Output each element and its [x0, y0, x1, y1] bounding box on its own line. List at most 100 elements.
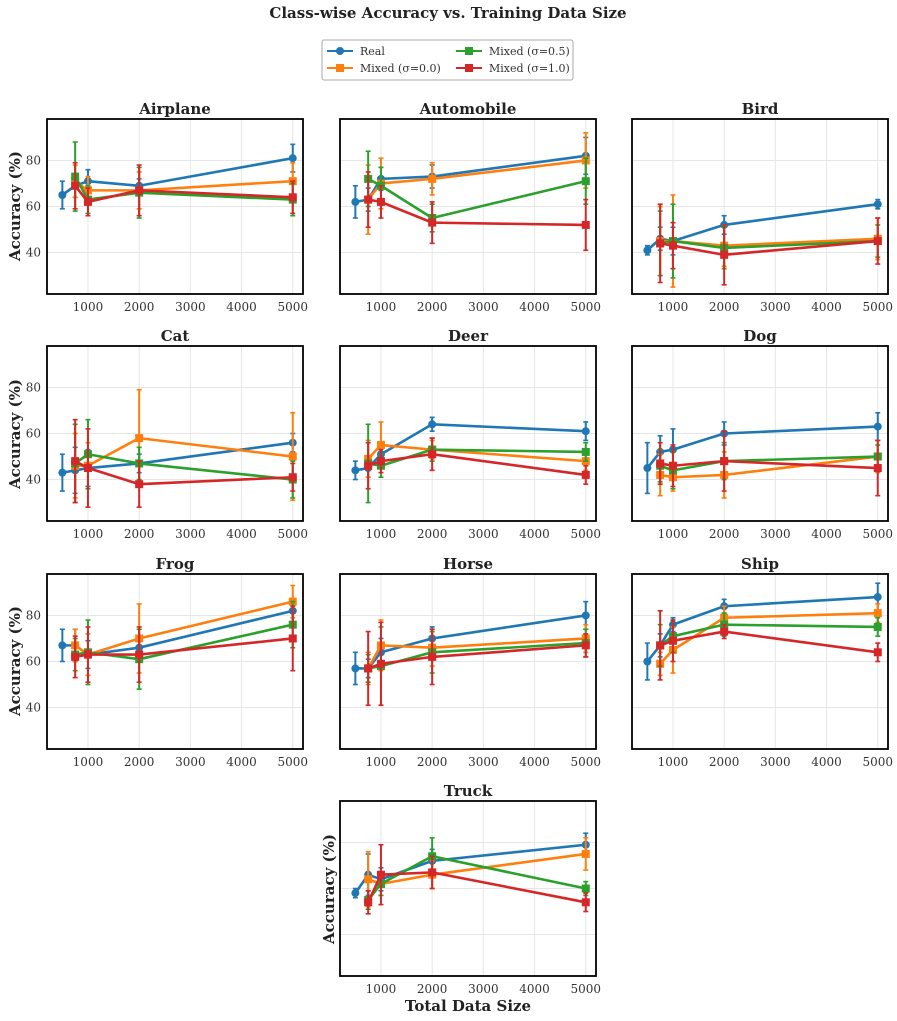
- data-point: [720, 250, 729, 259]
- legend-marker-real: [336, 47, 344, 55]
- series-mixed-0-0: [71, 388, 297, 502]
- data-point: [364, 664, 373, 673]
- series-mixed-1-0: [71, 418, 297, 508]
- x-tick-label: 4000: [226, 755, 257, 769]
- series-line: [659, 459, 878, 470]
- y-tick-label: 40: [26, 246, 41, 260]
- panel-frame: [631, 573, 889, 750]
- data-point: [288, 154, 297, 163]
- data-point: [58, 641, 67, 650]
- y-tick-label: 60: [26, 427, 41, 441]
- data-point: [581, 884, 590, 893]
- data-point: [376, 659, 385, 668]
- series-real: [351, 136, 590, 219]
- series-line: [74, 452, 293, 481]
- panel-title: Frog: [156, 555, 195, 573]
- data-point: [428, 174, 437, 183]
- panel-truck: Truck 1000 2000 3000 4000 5000: [339, 782, 601, 996]
- data-point: [656, 239, 665, 248]
- x-tick-label: 3000: [175, 527, 206, 541]
- data-point: [135, 434, 144, 443]
- data-point: [720, 457, 729, 466]
- x-tick-label: 1000: [366, 527, 397, 541]
- x-tick-label: 4000: [519, 527, 550, 541]
- x-tick-label: 2000: [709, 527, 740, 541]
- series-line: [659, 630, 878, 654]
- data-point: [135, 480, 144, 489]
- panel-title: Deer: [448, 327, 489, 345]
- x-tick-label: 5000: [277, 755, 308, 769]
- data-point: [83, 197, 92, 206]
- data-point: [873, 200, 882, 209]
- data-point: [668, 461, 677, 470]
- x-tick-label: 5000: [862, 300, 893, 314]
- data-point: [581, 898, 590, 907]
- data-point: [668, 636, 677, 645]
- data-point: [376, 870, 385, 879]
- series-real: [351, 600, 590, 686]
- data-point: [351, 466, 360, 475]
- data-point: [288, 193, 297, 202]
- series-line: [367, 177, 587, 220]
- data-point: [581, 220, 590, 229]
- series-mixed-0-0: [364, 132, 590, 235]
- panel-title: Dog: [743, 327, 777, 345]
- data-point: [873, 237, 882, 246]
- data-point: [376, 197, 385, 206]
- data-point: [581, 849, 590, 858]
- series-mixed-0-5: [71, 418, 297, 504]
- series-line: [367, 854, 587, 901]
- data-point: [376, 441, 385, 450]
- data-point: [581, 611, 590, 620]
- panel-frog: Frog 1000 2000 3000 4000 5000 40 60 80: [26, 555, 308, 769]
- x-tick-label: 1000: [366, 755, 397, 769]
- series-line: [75, 436, 293, 468]
- x-tick-label: 2000: [124, 755, 155, 769]
- x-tick-label: 4000: [226, 300, 257, 314]
- data-point: [71, 181, 80, 190]
- x-tick-label: 5000: [570, 527, 601, 541]
- x-tick-label: 2000: [417, 982, 448, 996]
- series-line: [659, 455, 878, 472]
- data-point: [71, 457, 80, 466]
- panel-deer: Deer 1000 2000 3000 4000 5000: [339, 327, 601, 541]
- figure-title: Class-wise Accuracy vs. Training Data Si…: [269, 4, 626, 22]
- x-tick-label: 5000: [570, 982, 601, 996]
- x-tick-label: 2000: [709, 300, 740, 314]
- data-point: [83, 464, 92, 473]
- series-mixed-0-5: [364, 423, 590, 504]
- data-point: [873, 648, 882, 657]
- panel-frame: [46, 345, 304, 522]
- data-point: [581, 447, 590, 456]
- data-point: [288, 473, 297, 482]
- x-tick-label: 2000: [417, 755, 448, 769]
- x-tick-label: 3000: [760, 755, 791, 769]
- series-mixed-1-0: [364, 621, 590, 707]
- data-point: [364, 875, 373, 884]
- panel-title: Horse: [443, 555, 493, 573]
- x-tick-label: 5000: [277, 300, 308, 314]
- x-tick-label: 3000: [468, 982, 499, 996]
- data-point: [351, 197, 360, 206]
- x-tick-label: 2000: [709, 755, 740, 769]
- data-point: [873, 593, 882, 602]
- y-tick-label: 80: [26, 608, 41, 622]
- x-tick-label: 5000: [570, 300, 601, 314]
- series-line: [74, 184, 293, 204]
- y-axis-label-row-2: Accuracy (%): [6, 379, 24, 490]
- series-mixed-0-5: [364, 626, 590, 707]
- data-point: [428, 652, 437, 661]
- legend-label-mixed-0-5: Mixed (σ=0.5): [489, 45, 570, 58]
- y-axis-label-row-1: Accuracy (%): [6, 151, 24, 262]
- series-line: [367, 644, 586, 670]
- legend-marker-mixed-0-0: [336, 64, 344, 72]
- x-tick-label: 1000: [73, 527, 104, 541]
- data-point: [656, 641, 665, 650]
- x-tick-label: 5000: [277, 527, 308, 541]
- x-tick-label: 1000: [366, 300, 397, 314]
- series-real: [643, 411, 882, 495]
- y-tick-label: 60: [26, 200, 41, 214]
- x-tick-label: 2000: [417, 300, 448, 314]
- data-point: [83, 650, 92, 659]
